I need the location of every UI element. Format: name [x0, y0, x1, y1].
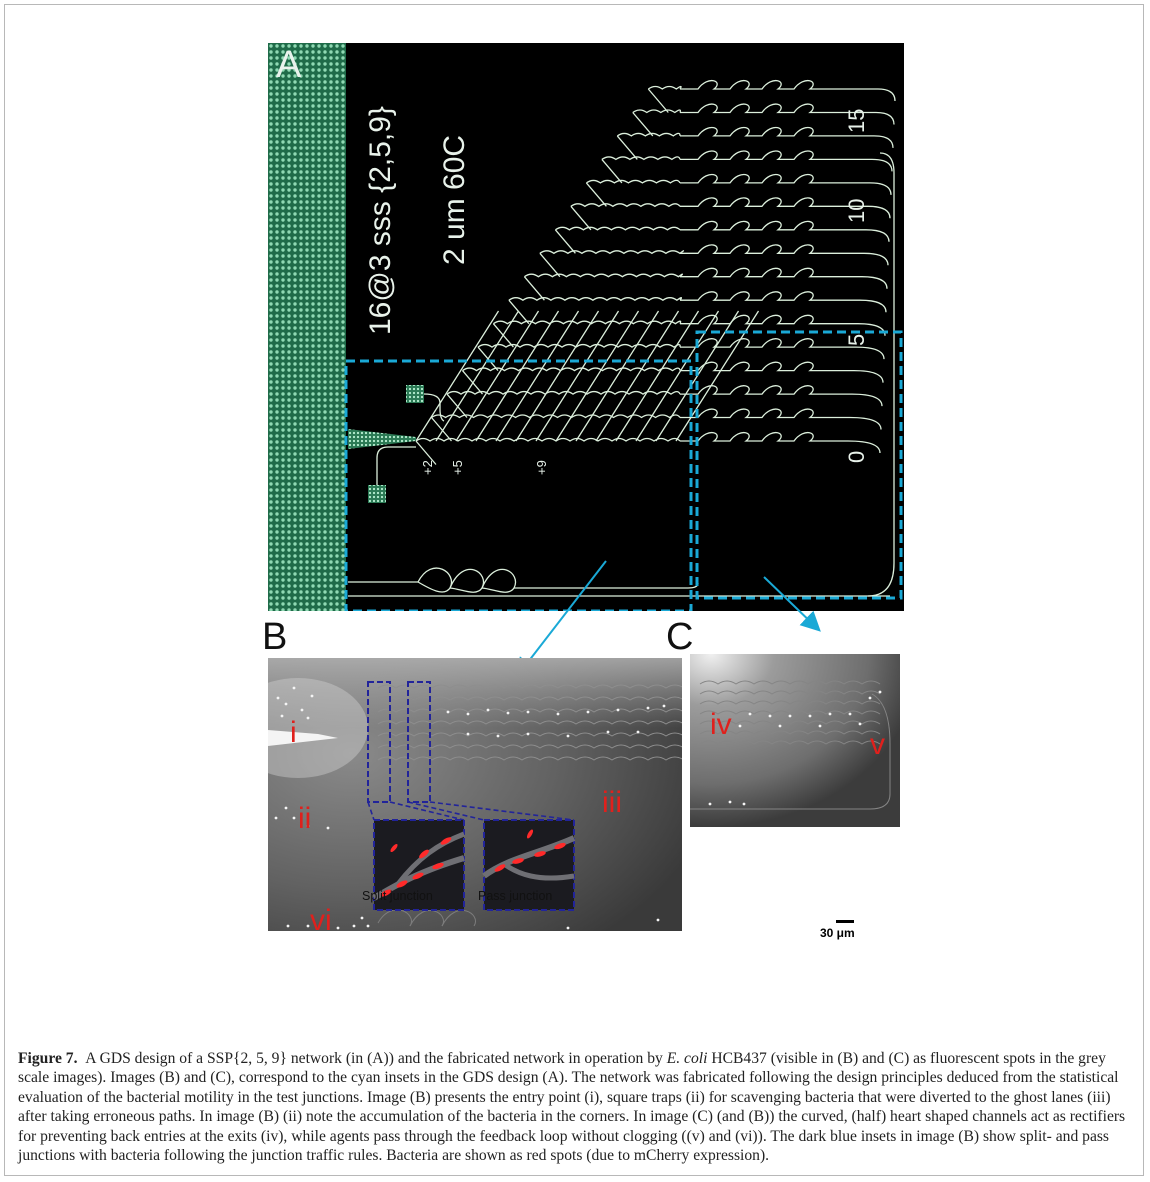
panel-a-gds-design: 16@3 sss {2,5,9} 2 um 60C +2 +5 +9 15 10…: [268, 43, 904, 611]
label-iv: iv: [710, 708, 732, 741]
label-i: i: [290, 716, 297, 749]
feedback-loop: [348, 152, 895, 597]
lane-number-5: 5: [844, 334, 869, 346]
trap-channel-lower: [376, 446, 416, 485]
label-v: v: [870, 728, 885, 761]
scale-bar: [836, 920, 854, 923]
gds-design-drawing: 16@3 sss {2,5,9} 2 um 60C +2 +5 +9 15 10…: [268, 43, 903, 611]
panel-letter-b: B: [262, 616, 288, 658]
caption-organism: E. coli: [666, 1050, 708, 1067]
panel-letter-c: C: [666, 616, 694, 658]
plus-mark-5: +5: [450, 460, 465, 475]
label-vi: vi: [310, 904, 332, 932]
label-iii: iii: [602, 786, 622, 819]
pass-junction-caption: Pass junction: [478, 889, 553, 903]
channel-network: [415, 80, 896, 465]
entry-point-glow: [268, 730, 338, 746]
caption-text-1: A GDS design of a SSP{2, 5, 9} network (…: [85, 1050, 667, 1067]
scale-bar-label: 30 μm: [820, 926, 855, 940]
plus-mark-2: +2: [420, 460, 435, 475]
panel-b-image: [268, 658, 682, 931]
inset-arrows: [515, 560, 821, 679]
pass-junction-marker: [407, 681, 431, 803]
cyan-inset-b: [344, 359, 693, 611]
design-text-line-2: 2 um 60C: [438, 135, 471, 265]
panel-c-image: [690, 654, 900, 827]
figure-caption: Figure 7. A GDS design of a SSP{2, 5, 9}…: [18, 1049, 1134, 1165]
trap-channel-upper: [423, 393, 445, 422]
lane-number-10: 10: [844, 199, 869, 223]
square-trap-upper: [406, 385, 424, 403]
cyan-inset-c: [695, 330, 903, 600]
panel-letter-a: A: [276, 44, 302, 86]
chip-edge-pattern: [268, 43, 346, 611]
pass-junction-inset: [482, 819, 576, 911]
design-text-line-1: 16@3 sss {2,5,9}: [364, 106, 397, 335]
square-trap-lower: [368, 485, 386, 503]
entry-funnel: [348, 429, 416, 449]
lane-number-15: 15: [844, 109, 869, 133]
page-frame: [4, 4, 1144, 1176]
split-junction-inset: [372, 819, 465, 911]
figure-7: 16@3 sss {2,5,9} 2 um 60C +2 +5 +9 15 10…: [262, 43, 904, 940]
arrow-to-b: [515, 560, 607, 679]
split-junction-caption: Split junction: [362, 889, 433, 903]
lane-number-0: 0: [844, 451, 869, 463]
panel-c-fluorescence: iv v: [690, 654, 900, 827]
caption-label: Figure 7.: [18, 1050, 78, 1067]
split-junction-marker: [367, 681, 391, 803]
panel-b-fluorescence: i ii iii vi Split junction Pass junction: [268, 658, 682, 931]
arrow-to-c: [763, 576, 821, 632]
caption-text-2: HCB437 (visible in (B) and (C) as fluore…: [18, 1050, 1126, 1165]
plus-mark-9: +9: [534, 460, 549, 475]
label-ii: ii: [298, 802, 312, 835]
